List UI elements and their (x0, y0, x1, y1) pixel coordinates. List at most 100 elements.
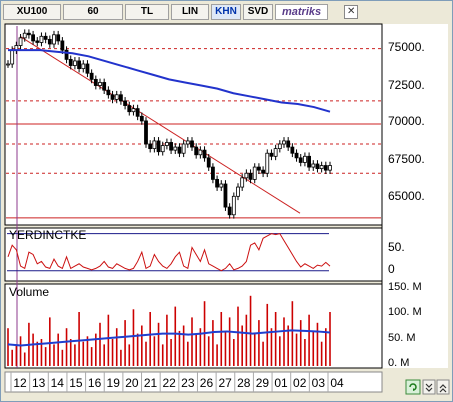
symbol-field[interactable]: XU100 (3, 4, 61, 20)
indicator-button[interactable]: SVD (243, 4, 273, 20)
period-field[interactable]: 60 (63, 4, 123, 20)
candle-body (323, 165, 328, 171)
candle-body (123, 100, 127, 106)
candle-body (206, 157, 211, 168)
date-label: 19 (107, 376, 121, 390)
candle-body (77, 60, 81, 70)
candle-body (198, 149, 203, 156)
candle-body (39, 35, 44, 43)
candle-body (277, 143, 282, 150)
candle-body (73, 60, 77, 66)
candle-body (240, 177, 245, 188)
candle-body (194, 146, 199, 156)
candle-body (156, 140, 161, 153)
date-label: 12 (13, 376, 27, 390)
candle-body (311, 163, 316, 168)
candle-body (286, 140, 291, 148)
oscillator-panel (4, 227, 383, 282)
candle-body (56, 34, 61, 42)
candle-body (223, 183, 228, 208)
candle-body (236, 186, 240, 197)
chart-type-button[interactable]: KHN (211, 4, 241, 20)
candle-body (290, 146, 295, 154)
date-label: 28 (237, 376, 251, 390)
candle-body (244, 172, 249, 179)
candle-body (43, 35, 48, 40)
candle-body (265, 152, 270, 174)
date-label: 23 (181, 376, 195, 390)
candle-body (64, 49, 69, 60)
candle-body (68, 58, 73, 66)
vol-tick-50: 50. M (388, 332, 416, 344)
candle-body (47, 38, 52, 45)
candle-body (307, 155, 311, 168)
candle-body (202, 149, 207, 159)
candle-body (6, 63, 10, 66)
candle-body (190, 140, 194, 148)
date-label: 27 (218, 376, 232, 390)
candle-body (22, 32, 27, 39)
candle-body (257, 166, 261, 171)
date-label: 26 (200, 376, 214, 390)
chart-toolbar: XU100 60 TL LIN KHN SVD matriks ✕ (3, 3, 450, 21)
date-label: 14 (51, 376, 65, 390)
candle-body (227, 206, 232, 216)
osc-tick-50: 50. (388, 240, 405, 254)
candle-body (31, 34, 35, 42)
candle-body (282, 140, 286, 145)
candle-body (119, 94, 123, 102)
candle-body (89, 72, 94, 80)
date-label: 04 (330, 376, 344, 390)
candle-body (185, 140, 190, 145)
candle-body (294, 152, 299, 159)
volume-label: Volume (9, 285, 49, 299)
candle-body (248, 172, 253, 180)
candle-body (231, 195, 236, 216)
vol-tick-100: 100. M (388, 306, 422, 318)
refresh-icon[interactable] (405, 379, 421, 395)
candle-body (181, 143, 186, 154)
vol-tick-0: 0. M (388, 357, 409, 369)
candle-body (135, 108, 140, 117)
price-tick-65000: 65000. (388, 189, 425, 203)
date-strip (4, 371, 383, 393)
candle-body (328, 165, 332, 171)
candle-body (127, 105, 132, 113)
candle-body (173, 146, 178, 151)
date-label: 01 (274, 376, 288, 390)
volume-average-line (7, 329, 331, 347)
candle-body (298, 157, 303, 163)
candle-body (273, 148, 278, 157)
candle-body (27, 32, 31, 36)
candle-body (160, 145, 165, 153)
candle-body (211, 166, 215, 180)
date-label: 20 (125, 376, 139, 390)
currency-button[interactable]: TL (125, 4, 169, 20)
scale-button[interactable]: LIN (171, 4, 209, 20)
candle-body (110, 94, 115, 100)
candle-body (252, 166, 257, 180)
candle-body (81, 63, 86, 70)
candle-body (165, 142, 169, 146)
matriks-logo-text: matriks (282, 6, 322, 18)
candle-body (60, 40, 65, 51)
candle-body (303, 155, 307, 163)
zoom-in-icon[interactable] (436, 379, 450, 395)
candle-body (131, 108, 136, 113)
moving-average-line (8, 49, 331, 113)
zoom-out-icon[interactable] (422, 379, 436, 395)
downtrend-line (19, 35, 301, 214)
candle-body (144, 120, 148, 145)
date-label: 16 (88, 376, 102, 390)
date-label: 29 (256, 376, 270, 390)
candle-body (18, 37, 23, 46)
osc-tick-0: 0 (388, 262, 395, 276)
price-tick-75000: 75000. (388, 40, 425, 54)
candle-body (319, 165, 324, 170)
date-label: 21 (144, 376, 158, 390)
candle-body (152, 140, 157, 150)
candle-body (169, 142, 173, 151)
oscillator-line (7, 233, 331, 272)
close-icon[interactable]: ✕ (344, 5, 359, 19)
date-label: 02 (293, 376, 307, 390)
